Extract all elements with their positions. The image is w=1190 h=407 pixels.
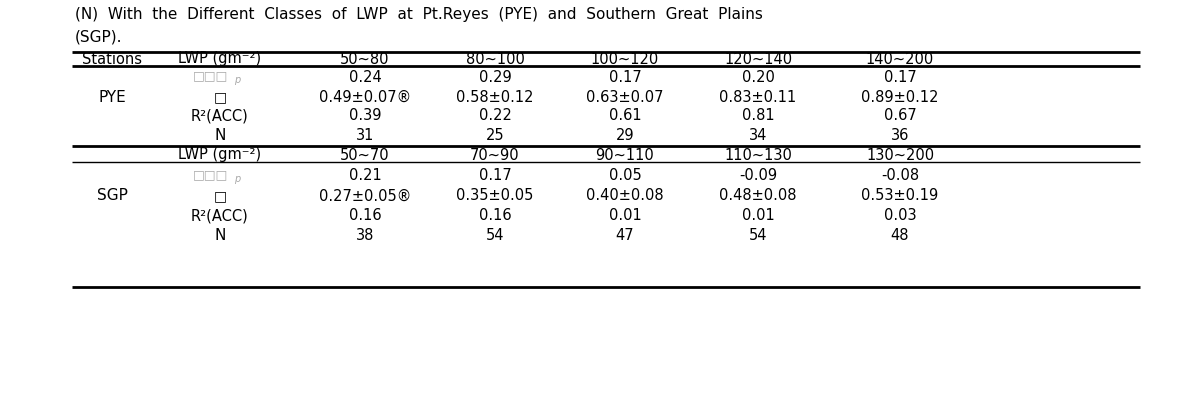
Text: (N)  With  the  Different  Classes  of  LWP  at  Pt.Reyes  (PYE)  and  Southern : (N) With the Different Classes of LWP at… — [75, 7, 763, 22]
Text: □□□: □□□ — [193, 70, 227, 83]
Text: 0.17: 0.17 — [478, 168, 512, 184]
Text: p: p — [234, 75, 240, 85]
Text: 25: 25 — [486, 129, 505, 144]
Text: 110~130: 110~130 — [724, 147, 791, 162]
Text: 0.17: 0.17 — [884, 70, 916, 85]
Text: 0.20: 0.20 — [741, 70, 775, 85]
Text: □: □ — [213, 189, 226, 203]
Text: R²(ACC): R²(ACC) — [192, 109, 249, 123]
Text: SGP: SGP — [96, 188, 127, 204]
Text: 0.81: 0.81 — [741, 109, 775, 123]
Text: LWP (gm⁻²): LWP (gm⁻²) — [178, 52, 262, 66]
Text: N: N — [214, 228, 226, 243]
Text: 0.22: 0.22 — [478, 109, 512, 123]
Text: 0.01: 0.01 — [741, 208, 775, 223]
Text: 0.16: 0.16 — [349, 208, 381, 223]
Text: 48: 48 — [891, 228, 909, 243]
Text: 120~140: 120~140 — [724, 52, 793, 66]
Text: LWP (gm⁻²): LWP (gm⁻²) — [178, 147, 262, 162]
Text: 80~100: 80~100 — [465, 52, 525, 66]
Text: 0.89±0.12: 0.89±0.12 — [862, 90, 939, 105]
Text: 0.01: 0.01 — [608, 208, 641, 223]
Text: 0.27±0.05®: 0.27±0.05® — [319, 188, 412, 204]
Text: (SGP).: (SGP). — [75, 29, 123, 44]
Text: 140~200: 140~200 — [866, 52, 934, 66]
Text: 38: 38 — [356, 228, 374, 243]
Text: 50~70: 50~70 — [340, 147, 390, 162]
Text: 0.21: 0.21 — [349, 168, 381, 184]
Text: 0.67: 0.67 — [884, 109, 916, 123]
Text: 29: 29 — [615, 129, 634, 144]
Text: 0.63±0.07: 0.63±0.07 — [587, 90, 664, 105]
Text: 0.83±0.11: 0.83±0.11 — [720, 90, 796, 105]
Text: 47: 47 — [615, 228, 634, 243]
Text: 36: 36 — [891, 129, 909, 144]
Text: 34: 34 — [749, 129, 768, 144]
Text: □□□: □□□ — [193, 168, 227, 182]
Text: N: N — [214, 129, 226, 144]
Text: 90~110: 90~110 — [596, 147, 655, 162]
Text: 54: 54 — [749, 228, 768, 243]
Text: 0.58±0.12: 0.58±0.12 — [456, 90, 534, 105]
Text: 0.40±0.08: 0.40±0.08 — [587, 188, 664, 204]
Text: 0.05: 0.05 — [608, 168, 641, 184]
Text: 70~90: 70~90 — [470, 147, 520, 162]
Text: 0.53±0.19: 0.53±0.19 — [862, 188, 939, 204]
Text: p: p — [234, 174, 240, 184]
Text: 54: 54 — [486, 228, 505, 243]
Text: 0.03: 0.03 — [884, 208, 916, 223]
Text: 0.24: 0.24 — [349, 70, 381, 85]
Text: □: □ — [213, 90, 226, 104]
Text: 0.35±0.05: 0.35±0.05 — [456, 188, 533, 204]
Text: 50~80: 50~80 — [340, 52, 390, 66]
Text: Stations: Stations — [82, 52, 142, 66]
Text: 0.39: 0.39 — [349, 109, 381, 123]
Text: R²(ACC): R²(ACC) — [192, 208, 249, 223]
Text: 0.61: 0.61 — [609, 109, 641, 123]
Text: 31: 31 — [356, 129, 374, 144]
Text: 130~200: 130~200 — [866, 147, 934, 162]
Text: 0.17: 0.17 — [608, 70, 641, 85]
Text: PYE: PYE — [98, 90, 126, 105]
Text: -0.09: -0.09 — [739, 168, 777, 184]
Text: 0.16: 0.16 — [478, 208, 512, 223]
Text: -0.08: -0.08 — [881, 168, 919, 184]
Text: 0.48±0.08: 0.48±0.08 — [719, 188, 797, 204]
Text: 0.49±0.07®: 0.49±0.07® — [319, 90, 411, 105]
Text: 0.29: 0.29 — [478, 70, 512, 85]
Text: 100~120: 100~120 — [591, 52, 659, 66]
